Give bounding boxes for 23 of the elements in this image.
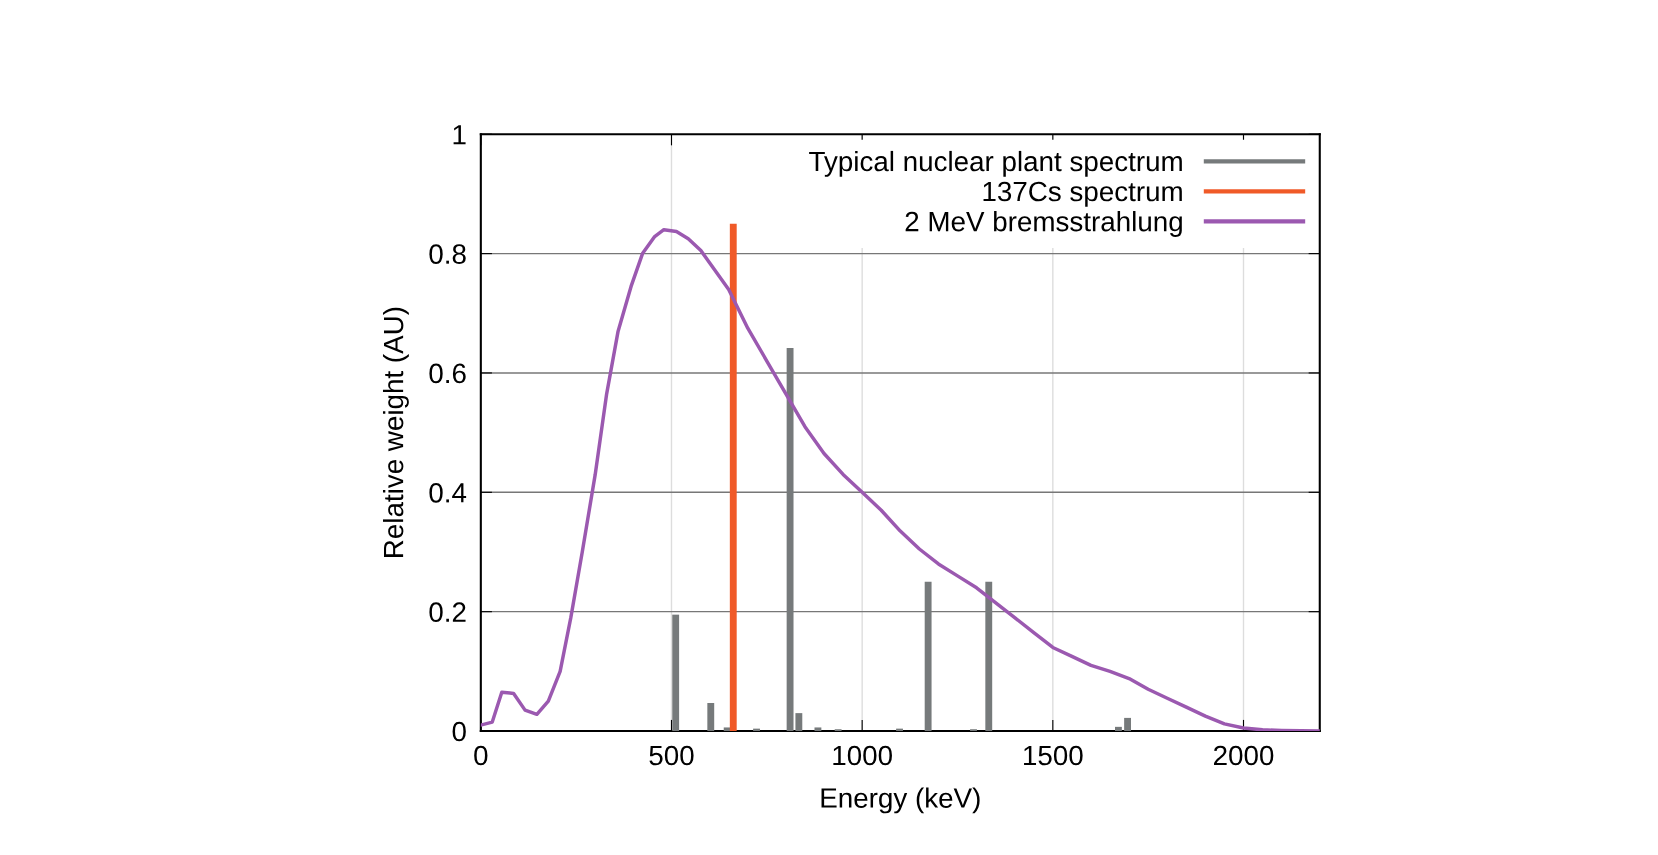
legend-label: 137Cs spectrum xyxy=(983,181,1182,207)
bar xyxy=(1124,717,1131,732)
x-tick-label: 2000 xyxy=(1214,745,1274,766)
y-tick-label: 0.6 xyxy=(429,363,466,384)
bar xyxy=(672,614,680,732)
x-tick-label: 0 xyxy=(474,745,488,766)
bar xyxy=(707,702,715,732)
y-axis-title: Relative weight (AU) xyxy=(382,307,409,557)
y-tick-label: 0 xyxy=(452,721,466,742)
bar xyxy=(729,223,737,732)
legend-label: 2 MeV bremsstrahlung xyxy=(905,211,1182,237)
x-tick-label: 1500 xyxy=(1024,745,1083,766)
bar xyxy=(814,727,822,732)
y-tick-label: 0.4 xyxy=(429,482,467,503)
bar xyxy=(723,727,731,732)
y-tick-label: 0.2 xyxy=(429,602,466,623)
y-tick-label: 1 xyxy=(453,125,466,145)
y-tick-label: 0.8 xyxy=(429,244,466,264)
bar xyxy=(1114,726,1122,732)
x-tick-label: 1000 xyxy=(833,745,892,766)
legend-label: Typical nuclear plant spectrum xyxy=(809,150,1182,177)
x-tick-label: 500 xyxy=(649,745,694,766)
x-axis-title: Energy (keV) xyxy=(821,787,980,814)
